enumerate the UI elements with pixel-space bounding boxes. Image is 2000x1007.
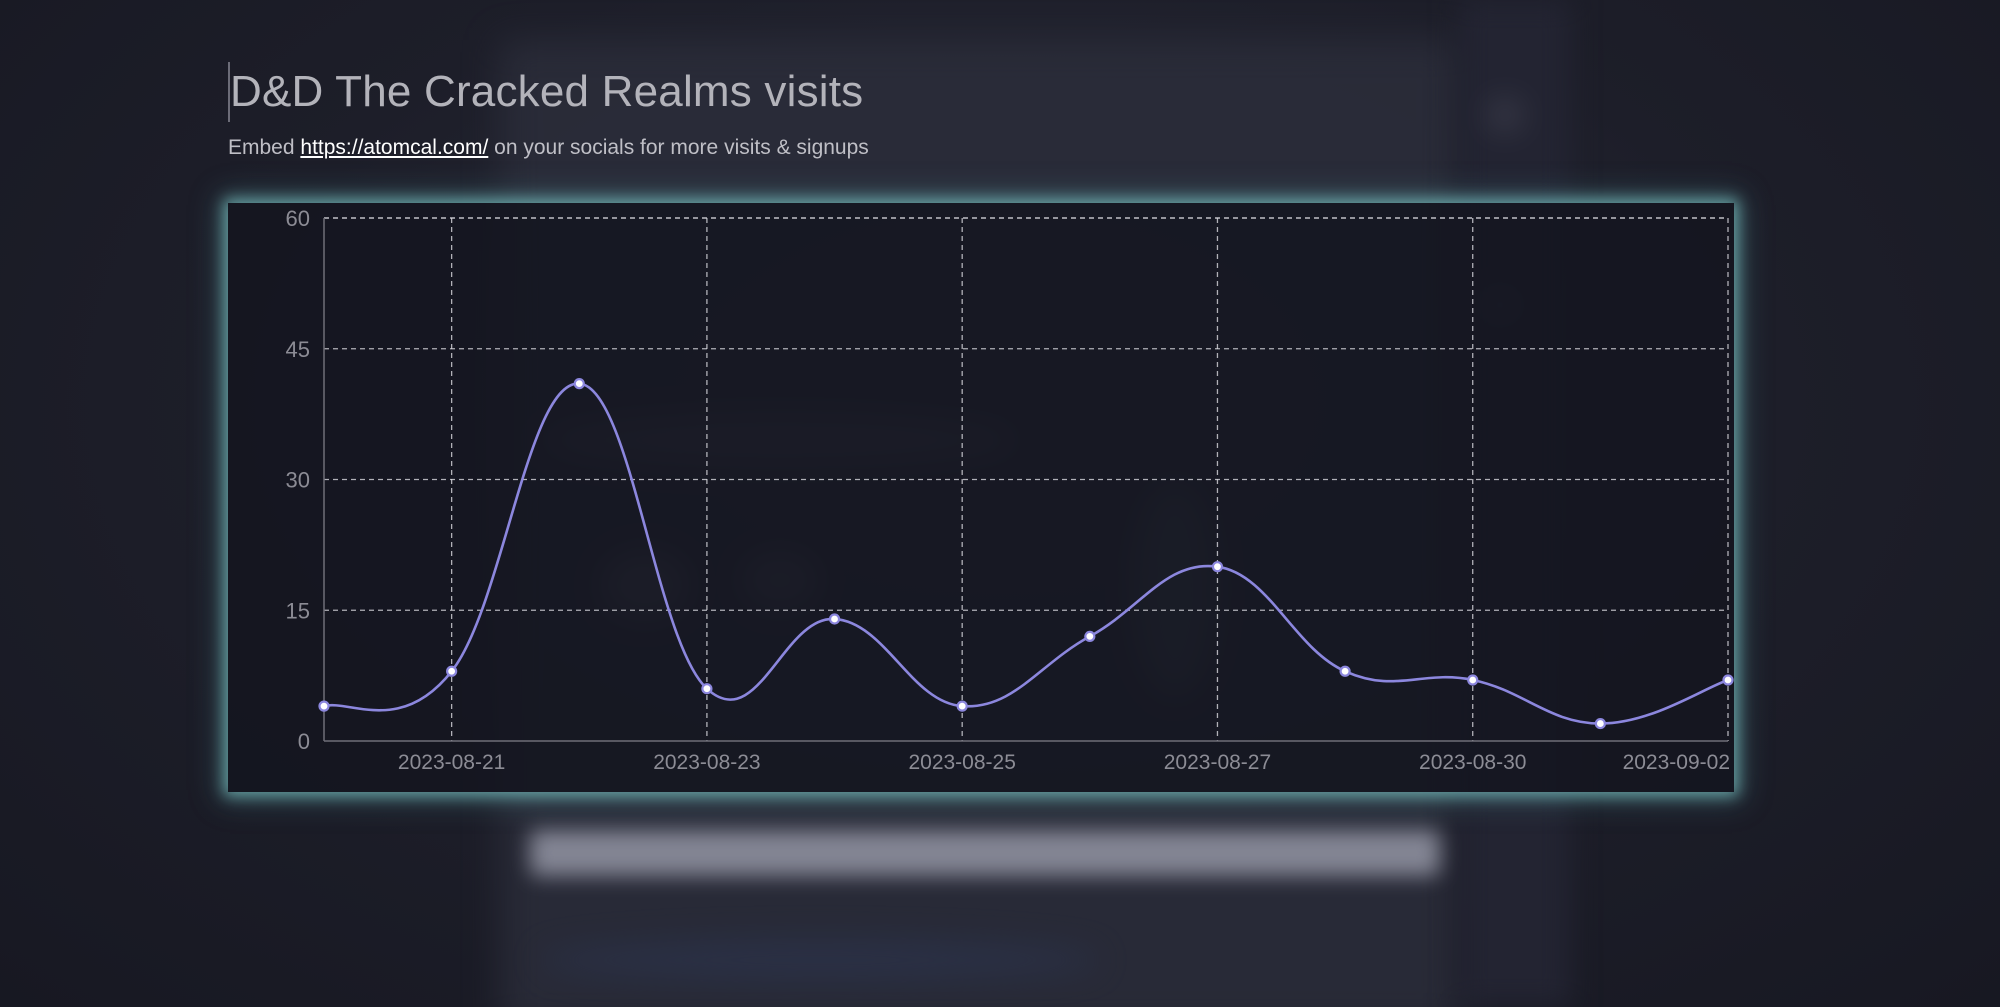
y-tick-label: 45 xyxy=(286,337,310,362)
x-tick-label: 2023-08-30 xyxy=(1419,751,1526,774)
data-point xyxy=(1084,630,1096,642)
atomcal-link[interactable]: https://atomcal.com/ xyxy=(300,136,489,159)
data-point xyxy=(828,613,841,625)
x-tick-label: 2023-08-21 xyxy=(398,751,505,774)
data-point xyxy=(446,665,458,677)
data-point xyxy=(701,683,713,695)
data-point xyxy=(1339,665,1351,677)
x-tick-label: 2023-08-23 xyxy=(653,751,760,774)
data-point xyxy=(1722,674,1734,686)
data-point xyxy=(1467,674,1479,686)
visits-chart-card: 0 15 30 45 60 2023-08-21 2023-08-23 2023-08-25 2… xyxy=(228,203,1734,792)
x-tick-label: 2023-09-02 xyxy=(1623,751,1730,774)
blurred-shape xyxy=(1490,100,1520,130)
blurred-bar xyxy=(530,830,1440,876)
embed-hint-suffix: on your socials for more visits & signup… xyxy=(494,136,869,159)
series-line-visits xyxy=(323,382,1729,725)
x-tick-label: 2023-08-25 xyxy=(908,751,1015,774)
y-tick-label: 60 xyxy=(286,206,310,231)
visits-line-chart: 0 15 30 45 60 2023-08-21 2023-08-23 2023-08-25 2… xyxy=(286,206,1734,774)
y-tick-label: 0 xyxy=(298,729,310,754)
data-point xyxy=(956,700,968,712)
data-point xyxy=(1211,561,1224,573)
data-point xyxy=(1594,717,1606,730)
y-tick-label: 15 xyxy=(286,598,310,623)
page-header: D&D The Cracked Realms visits Embed http… xyxy=(228,62,869,160)
embed-hint: Embed https://atomcal.com/ on your socia… xyxy=(228,136,869,160)
data-point xyxy=(573,378,585,390)
data-point xyxy=(318,700,330,712)
y-tick-label: 30 xyxy=(286,468,310,493)
page-title[interactable]: D&D The Cracked Realms visits xyxy=(228,62,869,122)
x-tick-label: 2023-08-27 xyxy=(1164,751,1271,774)
blurred-shape xyxy=(540,940,1100,980)
embed-hint-prefix: Embed xyxy=(228,136,295,159)
